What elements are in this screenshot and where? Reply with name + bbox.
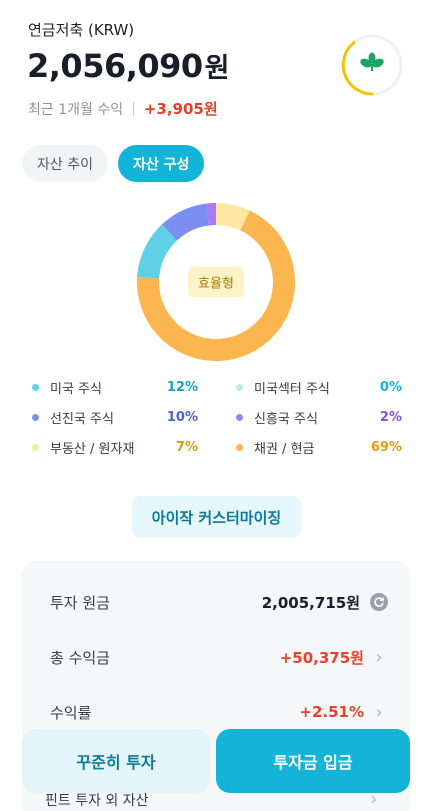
amount-unit: 원 <box>204 53 230 84</box>
legend-name: 신흥국 주식 <box>254 412 318 427</box>
account-label: 연금저축 (KRW) <box>28 21 135 39</box>
legend-dot <box>32 384 39 391</box>
legend-percent: 2% <box>379 410 402 425</box>
total-return-label: 총 수익금 <box>50 648 110 667</box>
donut-slice <box>161 203 209 241</box>
donut-slice <box>216 203 250 231</box>
principal-label: 투자 원금 <box>50 593 110 612</box>
legend-percent: 10% <box>166 410 198 425</box>
customizing-button[interactable]: 아이작 커스터마이징 <box>132 496 301 538</box>
donut-svg <box>136 203 295 361</box>
legend-percent: 0% <box>379 380 402 395</box>
legend-name: 미국 주식 <box>50 382 102 397</box>
legend-name: 부동산 / 원자재 <box>50 442 135 457</box>
donut-slice <box>136 210 295 361</box>
total-return-row[interactable]: 총 수익금 +50,375원 › <box>50 645 388 669</box>
return-rate-label: 수익률 <box>50 703 92 722</box>
portfolio-badge[interactable] <box>340 33 404 97</box>
legend-percent: 7% <box>175 440 198 455</box>
legend-dot <box>32 414 39 421</box>
total-return-value: +50,375원 <box>279 648 364 667</box>
legend-percent: 12% <box>166 380 198 395</box>
legend-item: 채권 / 현금 69% <box>236 440 402 457</box>
total-amount-value: 2,056,090 <box>27 47 203 85</box>
chart-legend: 미국 주식 12% 미국섹터 주식 0% 선진국 주식 10% 신흥국 주식 2… <box>32 380 402 457</box>
chevron-right-icon: › <box>375 701 383 723</box>
tab-asset-trend[interactable]: 자산 추이 <box>22 145 108 182</box>
legend-percent: 69% <box>370 440 402 455</box>
donut-slice <box>206 203 216 226</box>
recent-return-value: +3,905원 <box>143 100 218 118</box>
legend-dot <box>32 444 39 451</box>
view-tabs: 자산 추이 자산 구성 <box>22 145 205 182</box>
legend-name: 선진국 주식 <box>50 412 114 427</box>
donut-center-label: 효율형 <box>188 266 244 298</box>
legend-item: 부동산 / 원자재 7% <box>32 440 198 457</box>
total-amount: 2,056,090원 <box>27 46 230 85</box>
legend-dot <box>236 414 243 421</box>
legend-item: 미국섹터 주식 0% <box>236 380 402 397</box>
legend-item: 신흥국 주식 2% <box>236 410 402 427</box>
legend-item: 미국 주식 12% <box>32 380 198 397</box>
donut-slice <box>137 224 177 279</box>
steady-invest-button[interactable]: 꾸준히 투자 <box>22 729 210 793</box>
recent-return: 최근 1개월 수익 | +3,905원 <box>28 98 218 119</box>
chevron-right-icon: › <box>375 646 383 668</box>
refresh-icon[interactable] <box>370 593 388 611</box>
return-rate-row[interactable]: 수익률 +2.51% › <box>50 700 388 724</box>
badge-ring-icon <box>341 34 403 96</box>
other-assets-label[interactable]: 핀트 투자 외 자산 <box>45 793 149 809</box>
asset-donut-chart: 효율형 <box>136 203 295 361</box>
return-rate-value: +2.51% <box>299 703 364 721</box>
legend-name: 미국섹터 주식 <box>254 382 330 397</box>
principal-value: 2,005,715원 <box>261 593 360 612</box>
legend-name: 채권 / 현금 <box>254 442 315 457</box>
principal-row: 투자 원금 2,005,715원 <box>50 590 388 614</box>
leaf-icon <box>360 52 384 71</box>
recent-return-label: 최근 1개월 수익 <box>28 101 124 118</box>
legend-dot <box>236 444 243 451</box>
deposit-button[interactable]: 투자금 입금 <box>216 729 410 793</box>
legend-item: 선진국 주식 10% <box>32 410 198 427</box>
bottom-action-bar: 꾸준히 투자 투자금 입금 <box>22 729 410 793</box>
chevron-right-icon: › <box>370 789 378 810</box>
tab-asset-composition[interactable]: 자산 구성 <box>117 145 205 182</box>
legend-dot <box>236 384 243 391</box>
separator: | <box>131 100 136 117</box>
